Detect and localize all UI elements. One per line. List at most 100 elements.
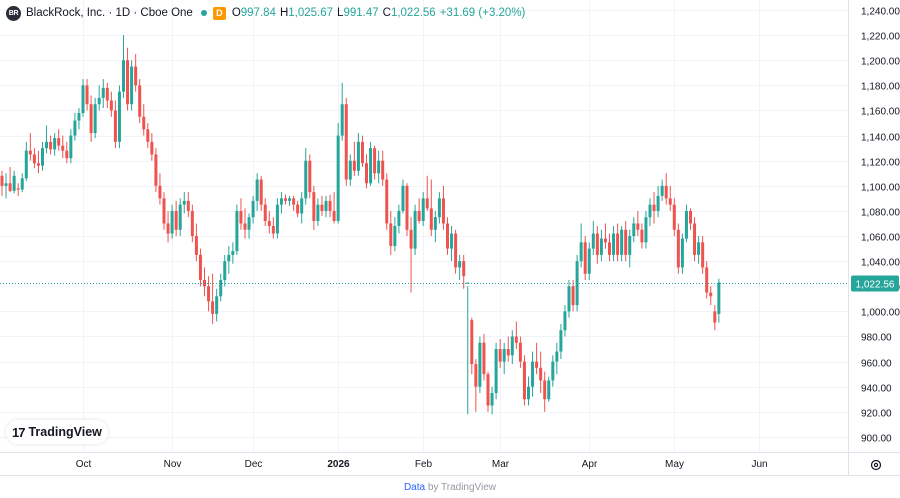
- candle-body: [421, 198, 425, 221]
- candle-body: [668, 198, 672, 205]
- candle-body: [498, 349, 502, 362]
- footer: Data by TradingView: [0, 477, 900, 498]
- candle: [701, 236, 705, 274]
- candle: [462, 254, 466, 289]
- candle-body: [510, 336, 514, 356]
- candle-body: [223, 261, 227, 280]
- candle: [652, 192, 656, 224]
- price-tick-label: 900.00: [861, 434, 892, 445]
- candle-body: [308, 160, 312, 193]
- session-badge: D: [212, 6, 226, 20]
- candle: [36, 150, 40, 174]
- candle: [514, 321, 518, 350]
- candle: [344, 97, 348, 186]
- candle-body: [49, 141, 53, 150]
- price-tick-label: 1,060.00: [861, 233, 900, 244]
- candle-body: [458, 261, 462, 268]
- candle-body: [328, 200, 332, 211]
- candle: [405, 183, 409, 237]
- candle-body: [117, 91, 121, 142]
- footer-attribution: by TradingView: [427, 482, 497, 493]
- candle: [482, 333, 486, 381]
- candle: [527, 376, 530, 406]
- settings-gear-icon[interactable]: [870, 459, 882, 471]
- candle: [636, 210, 640, 237]
- candle: [231, 242, 235, 264]
- candle: [393, 217, 397, 252]
- candlestick-chart[interactable]: 900.00 920.00 940.00 960.00 980.00 1,000.00 1,…: [0, 0, 900, 476]
- candle-body: [130, 66, 134, 105]
- candle: [413, 204, 417, 255]
- candle: [113, 100, 117, 149]
- candle-body: [271, 226, 275, 234]
- candle-body: [158, 185, 162, 199]
- candle: [433, 210, 437, 243]
- candle-body: [502, 349, 506, 362]
- footer-data-link[interactable]: Data: [403, 482, 426, 493]
- time-tick-label: Dec: [245, 459, 263, 470]
- candle: [279, 192, 283, 214]
- candle: [648, 198, 652, 226]
- candle-body: [490, 392, 494, 406]
- candle: [170, 204, 174, 239]
- price-tick-label: 1,220.00: [861, 32, 900, 43]
- candle: [587, 242, 591, 280]
- tradingview-logo[interactable]: 17 TradingView: [6, 420, 108, 444]
- candle: [117, 85, 121, 149]
- price-tick-label: 920.00: [861, 409, 892, 420]
- candle-body: [551, 361, 555, 381]
- candle-body: [441, 198, 445, 224]
- candle: [494, 342, 498, 400]
- candle: [684, 204, 688, 243]
- high-value: 1,025.67: [288, 7, 334, 19]
- candle: [186, 192, 190, 218]
- price-tick-label: 940.00: [861, 384, 892, 395]
- candle-body: [126, 60, 130, 105]
- candle: [502, 342, 506, 375]
- candle: [61, 135, 65, 159]
- candle: [381, 150, 385, 186]
- candle: [336, 123, 340, 224]
- candle-body: [89, 104, 93, 134]
- candle: [267, 210, 271, 234]
- high-label: H: [279, 7, 289, 19]
- candle: [69, 129, 73, 164]
- candle-body: [656, 195, 660, 211]
- candle: [555, 342, 559, 375]
- candle-body: [356, 141, 360, 171]
- candle-body: [636, 223, 640, 230]
- candle: [660, 179, 664, 201]
- symbol-title[interactable]: BlackRock, Inc. · 1D · Cboe One: [26, 7, 193, 19]
- candle: [182, 192, 186, 214]
- candle-body: [142, 116, 146, 130]
- candle-body: [300, 198, 304, 214]
- candle: [41, 141, 44, 171]
- candle: [506, 336, 510, 362]
- candle-body: [360, 141, 364, 164]
- candle: [251, 195, 255, 224]
- candle: [668, 185, 672, 211]
- candle-body: [239, 210, 243, 224]
- candle-body: [482, 342, 486, 375]
- candle: [599, 229, 603, 262]
- candle-body: [450, 233, 454, 249]
- price-tick-label: 1,240.00: [861, 7, 900, 18]
- candle-body: [182, 200, 186, 205]
- candle-body: [373, 148, 377, 174]
- candle: [130, 60, 134, 111]
- candle: [348, 154, 352, 186]
- candle-body: [190, 210, 194, 237]
- candle: [616, 223, 620, 262]
- candle-body: [676, 229, 680, 268]
- candle: [656, 185, 660, 218]
- candle: [498, 339, 502, 368]
- candle-body: [312, 192, 316, 221]
- candle-body: [389, 223, 393, 247]
- candle-body: [470, 320, 474, 365]
- time-tick-label: May: [665, 459, 684, 470]
- candle: [680, 233, 684, 274]
- candle-body: [296, 204, 300, 214]
- chart-area[interactable]: 900.00 920.00 940.00 960.00 980.00 1,000.00 1,…: [0, 0, 900, 476]
- candle: [385, 173, 389, 230]
- candle-body: [215, 296, 219, 314]
